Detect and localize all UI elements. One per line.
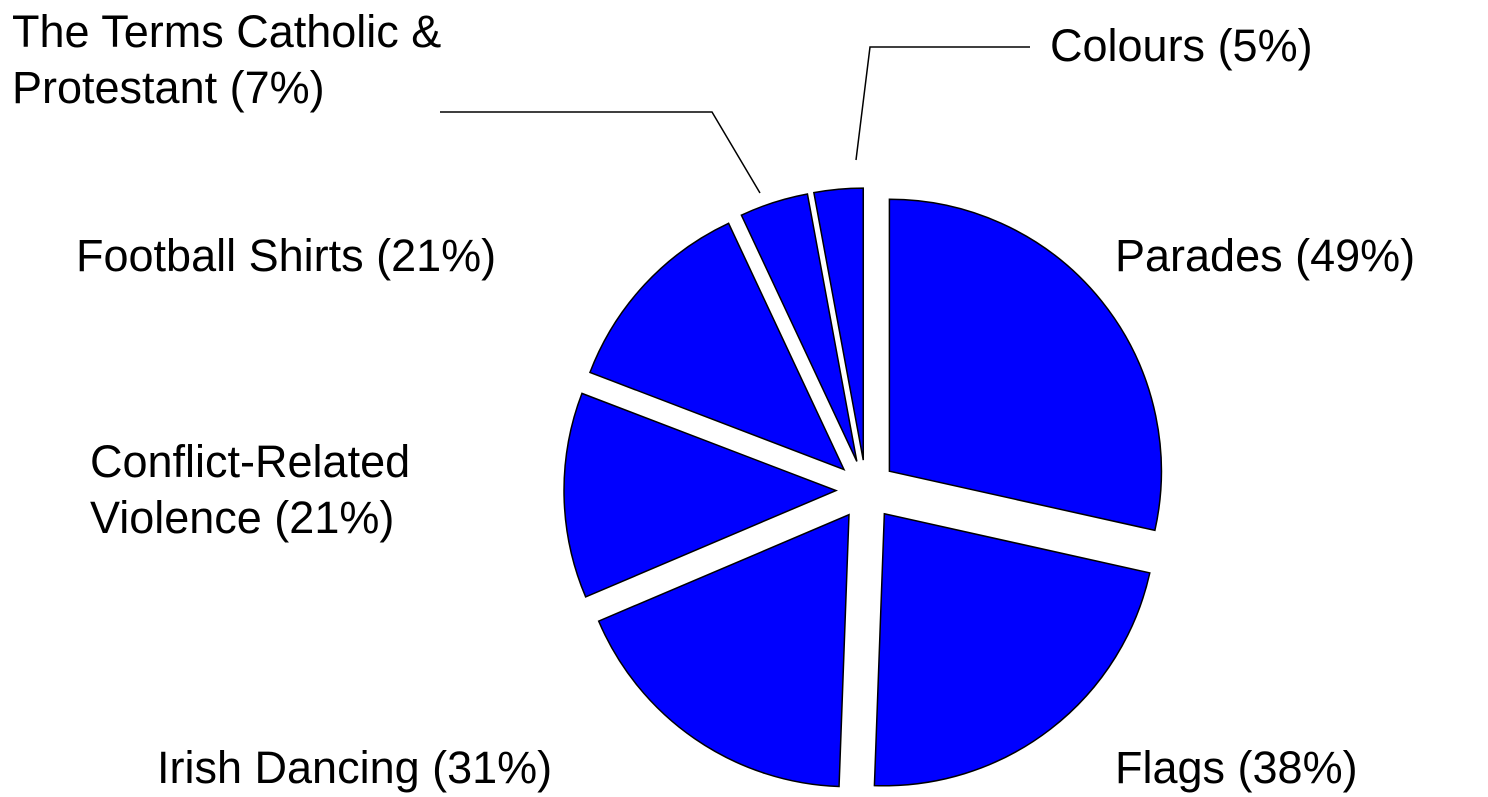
slice-label: Colours (5%) bbox=[1050, 20, 1313, 71]
slice-label: Parades (49%) bbox=[1115, 230, 1416, 281]
pie-slice bbox=[888, 198, 1163, 532]
leader-line bbox=[855, 46, 1030, 161]
leader-line bbox=[440, 111, 761, 194]
pie-slice bbox=[740, 193, 858, 462]
slice-label: Flags (38%) bbox=[1115, 742, 1358, 793]
pie-slice bbox=[589, 222, 846, 471]
pie-slice bbox=[873, 512, 1151, 787]
slice-label: Irish Dancing (31%) bbox=[157, 742, 553, 793]
pie-slice bbox=[812, 187, 865, 461]
slice-label: The Terms Catholic & Protestant (7%) bbox=[12, 6, 442, 113]
slice-label: Football Shirts (21%) bbox=[76, 230, 497, 281]
slice-label: Conflict-Related Violence (21%) bbox=[90, 436, 411, 543]
pie-slice bbox=[597, 513, 850, 788]
pie-slice bbox=[563, 392, 839, 598]
